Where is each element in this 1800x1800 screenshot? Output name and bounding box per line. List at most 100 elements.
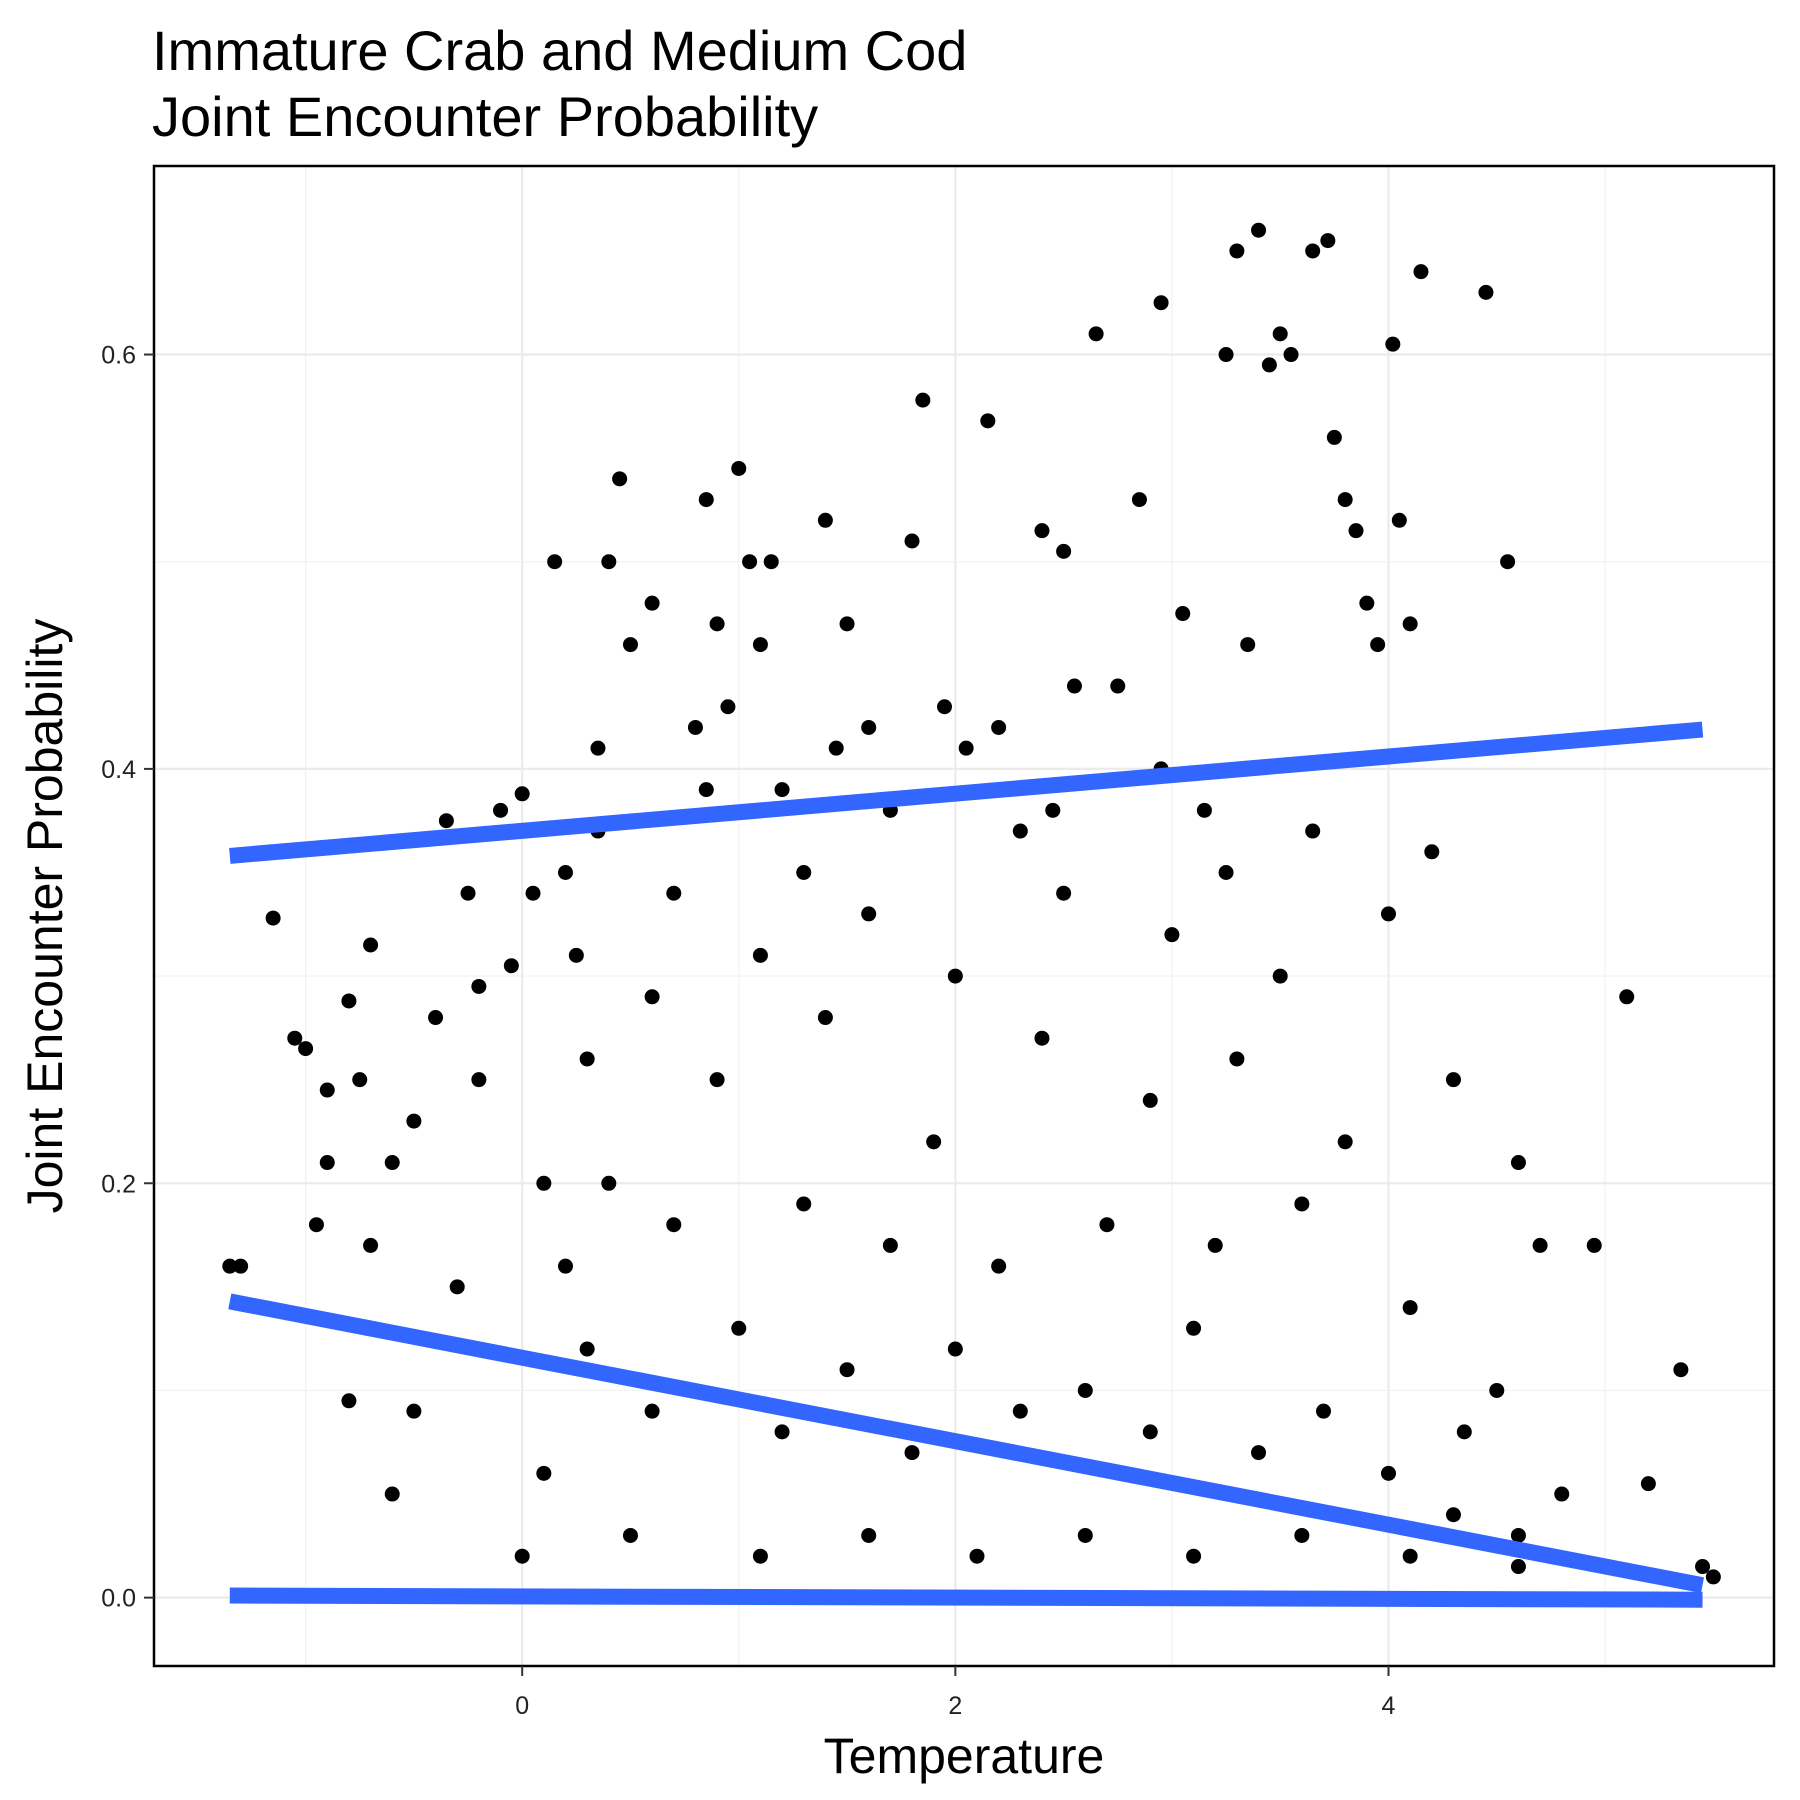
data-point xyxy=(1337,1134,1353,1150)
data-point xyxy=(828,740,844,756)
data-point xyxy=(1034,1030,1050,1046)
data-point xyxy=(449,1279,465,1295)
data-point xyxy=(1500,554,1516,570)
data-point xyxy=(557,1258,573,1274)
data-point xyxy=(1283,347,1299,363)
data-point xyxy=(904,1445,920,1461)
y-tick-label: 0.2 xyxy=(101,1170,136,1198)
x-axis-ticks: 0 2 4 xyxy=(515,1666,1396,1720)
data-point xyxy=(1066,678,1082,694)
data-point xyxy=(319,1155,335,1171)
data-point xyxy=(1320,233,1336,249)
data-point xyxy=(1305,823,1321,839)
data-point xyxy=(644,595,660,611)
data-point xyxy=(796,864,812,880)
data-point xyxy=(384,1486,400,1502)
data-point xyxy=(1391,512,1407,528)
data-point xyxy=(861,906,877,922)
data-point xyxy=(731,460,747,476)
trend-line xyxy=(229,721,1704,864)
data-point xyxy=(547,554,563,570)
y-axis-title: Joint Encounter Probability xyxy=(17,619,73,1214)
data-point xyxy=(622,1527,638,1543)
data-point xyxy=(839,616,855,632)
data-point xyxy=(774,1424,790,1440)
data-point xyxy=(817,512,833,528)
data-point xyxy=(601,1175,617,1191)
data-point xyxy=(774,782,790,798)
data-point xyxy=(1326,429,1342,445)
data-point xyxy=(308,1217,324,1233)
data-point xyxy=(817,1010,833,1026)
data-point xyxy=(1088,326,1104,342)
data-point xyxy=(1056,543,1072,559)
data-point xyxy=(341,993,357,1009)
data-point xyxy=(298,1041,314,1057)
data-point xyxy=(514,786,530,802)
data-point xyxy=(363,1237,379,1253)
data-point xyxy=(428,1010,444,1026)
data-point xyxy=(991,1258,1007,1274)
data-point xyxy=(265,910,281,926)
data-point xyxy=(980,413,996,429)
data-point xyxy=(687,719,703,735)
data-point xyxy=(731,1320,747,1336)
plot-panel xyxy=(154,166,1774,1666)
data-point xyxy=(1402,1300,1418,1316)
chart-title: Immature Crab and Medium Cod Joint Encou… xyxy=(152,19,968,148)
data-point xyxy=(1456,1424,1472,1440)
y-axis-ticks: 0.0 0.2 0.4 0.6 xyxy=(101,342,154,1613)
data-point xyxy=(839,1362,855,1378)
data-point xyxy=(937,699,953,715)
data-point xyxy=(904,533,920,549)
x-axis-title: Temperature xyxy=(824,1728,1105,1784)
data-point xyxy=(384,1155,400,1171)
data-point xyxy=(460,885,476,901)
data-point xyxy=(1110,678,1126,694)
data-point xyxy=(525,885,541,901)
data-point xyxy=(1272,968,1288,984)
data-point xyxy=(1695,1559,1711,1575)
data-point xyxy=(1402,616,1418,632)
data-point xyxy=(406,1113,422,1129)
data-point xyxy=(1402,1548,1418,1564)
data-point xyxy=(666,1217,682,1233)
data-point xyxy=(991,719,1007,735)
data-point xyxy=(438,813,454,829)
x-tick-label: 0 xyxy=(515,1692,529,1720)
data-point xyxy=(1077,1527,1093,1543)
data-point xyxy=(796,1196,812,1212)
data-point xyxy=(406,1403,422,1419)
data-point xyxy=(1261,357,1277,373)
data-point xyxy=(1294,1527,1310,1543)
data-point xyxy=(882,1237,898,1253)
data-point xyxy=(319,1082,335,1098)
plot-border xyxy=(152,164,1776,1668)
data-point xyxy=(720,699,736,715)
data-point xyxy=(947,1341,963,1357)
data-point xyxy=(861,1527,877,1543)
data-point xyxy=(1153,295,1169,311)
data-point xyxy=(579,1341,595,1357)
data-point xyxy=(1510,1527,1526,1543)
data-point xyxy=(590,740,606,756)
data-point xyxy=(742,554,758,570)
data-point xyxy=(926,1134,942,1150)
data-point xyxy=(1131,492,1147,508)
data-point xyxy=(1186,1320,1202,1336)
data-point xyxy=(1077,1382,1093,1398)
data-point xyxy=(1532,1237,1548,1253)
data-point xyxy=(1705,1569,1721,1585)
data-point xyxy=(1142,1424,1158,1440)
data-point xyxy=(612,471,628,487)
data-point xyxy=(947,968,963,984)
data-point xyxy=(1272,326,1288,342)
data-point xyxy=(1385,336,1401,352)
y-tick-label: 0.6 xyxy=(101,342,136,370)
data-point xyxy=(1229,1051,1245,1067)
data-point xyxy=(222,1258,238,1274)
data-point xyxy=(493,802,509,818)
data-point xyxy=(341,1393,357,1409)
data-point xyxy=(1294,1196,1310,1212)
data-point xyxy=(1619,989,1635,1005)
